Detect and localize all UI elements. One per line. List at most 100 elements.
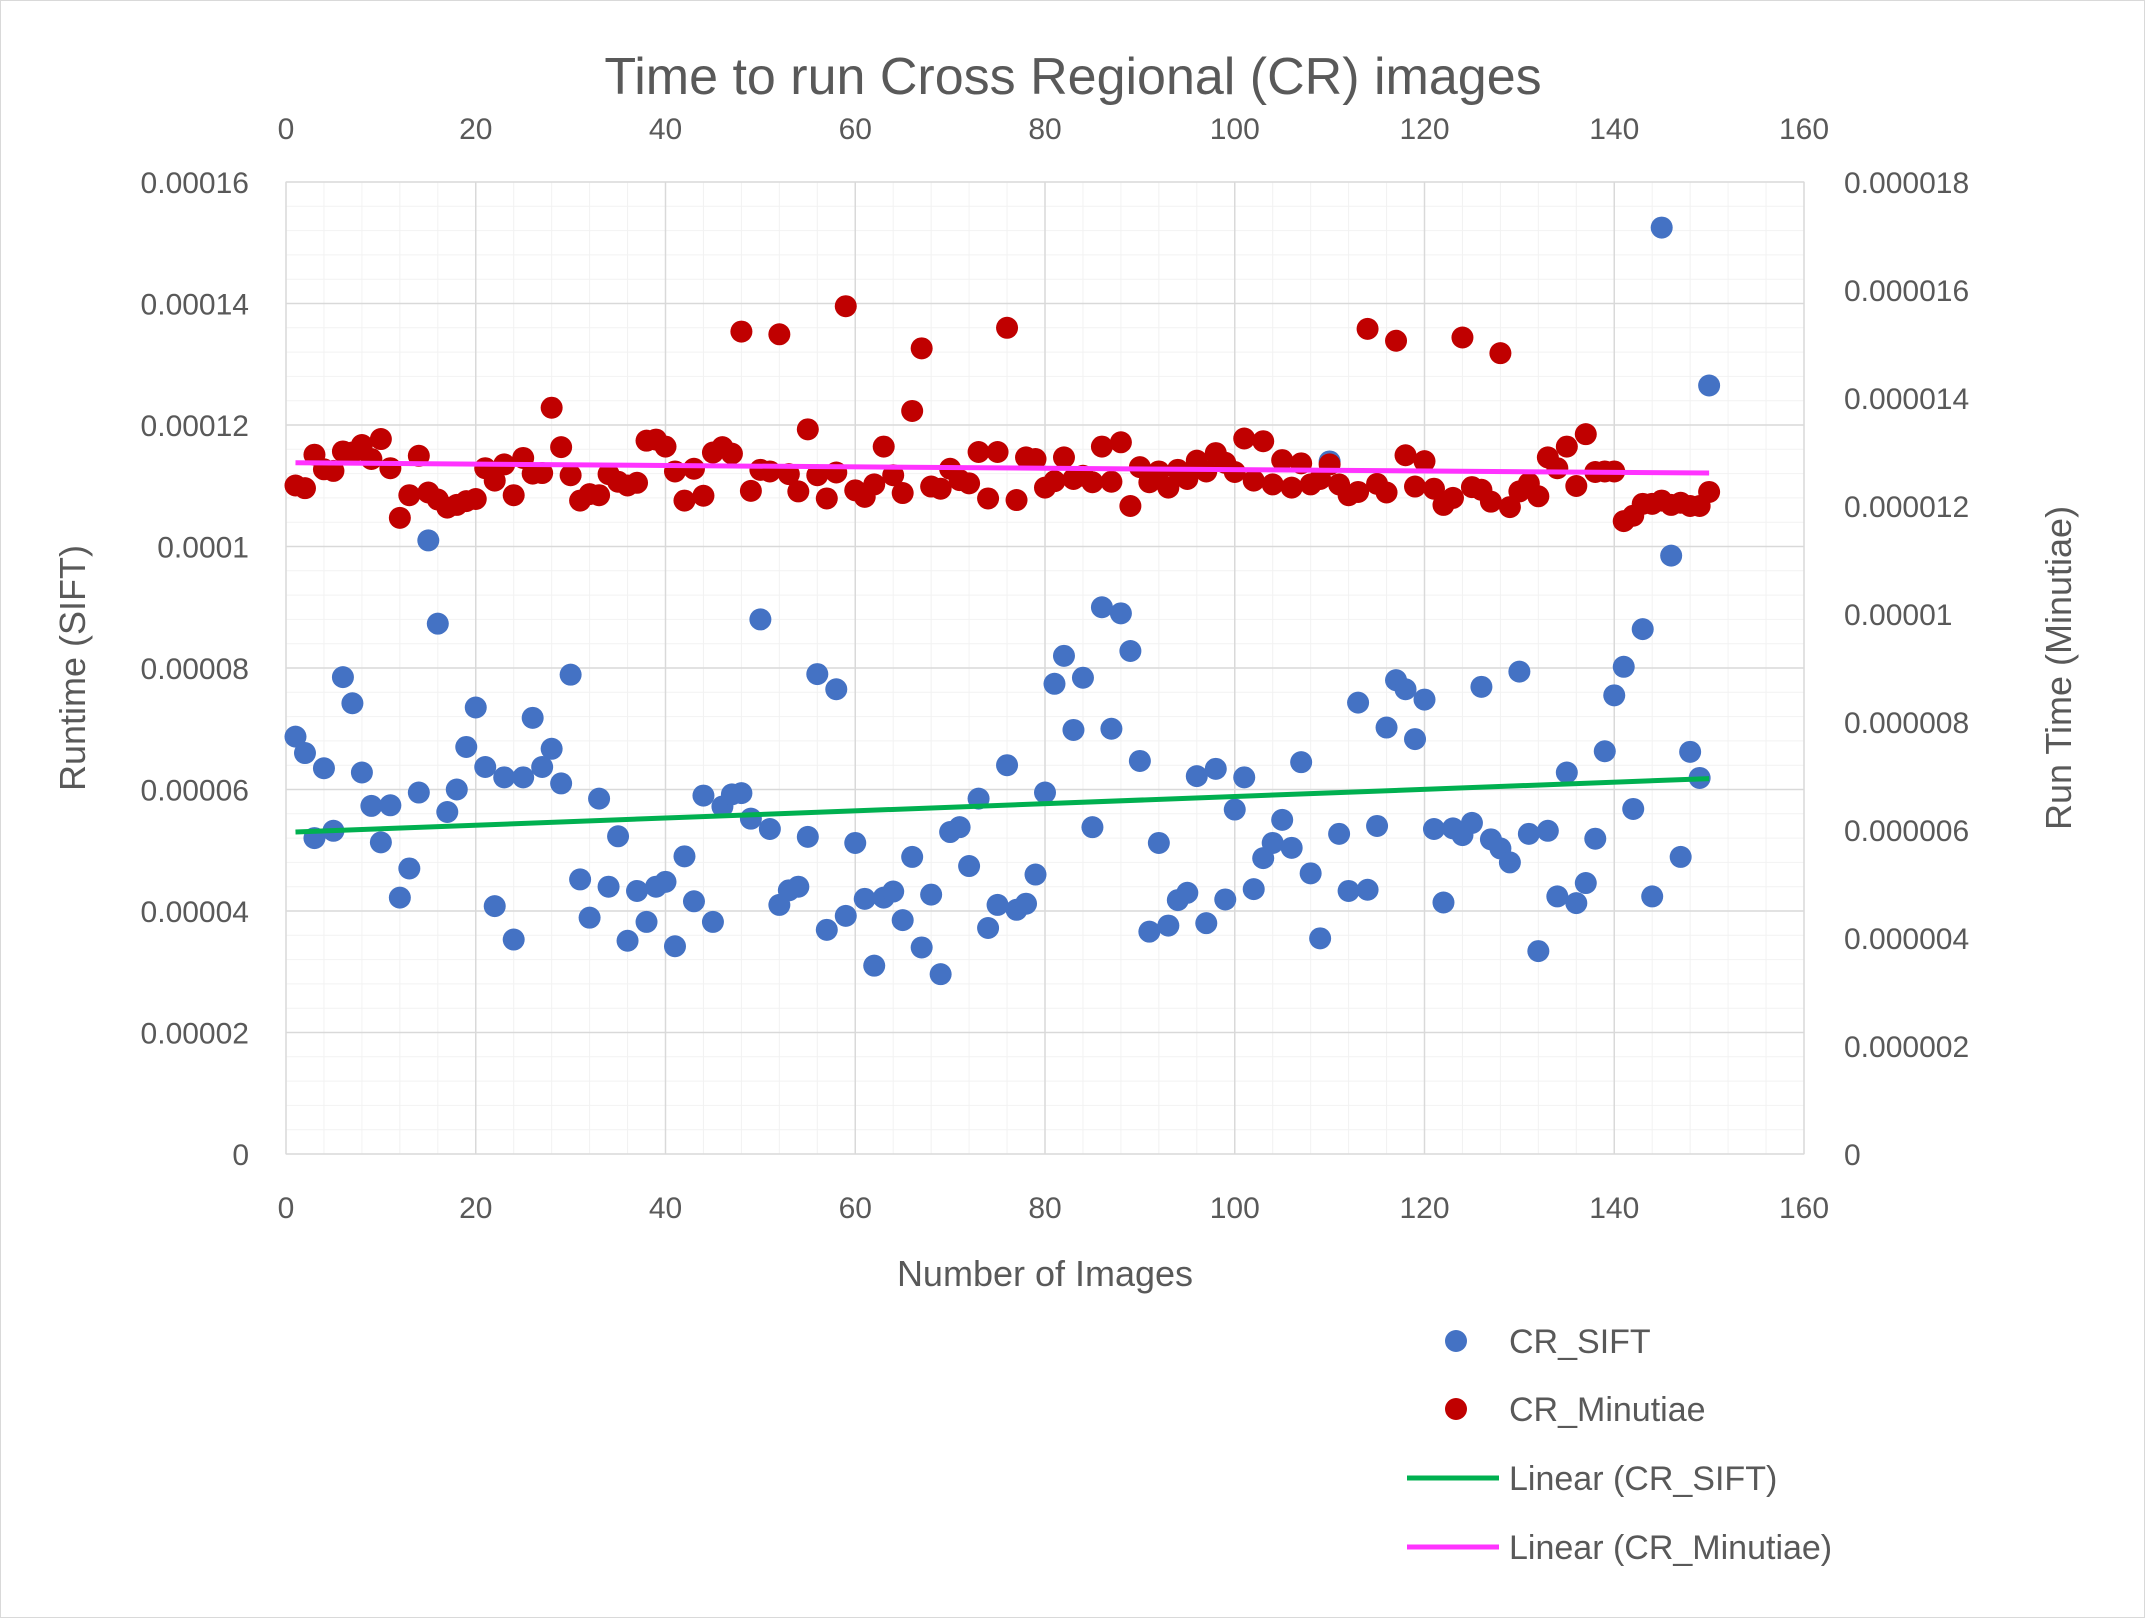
cr-sift-point [1536, 819, 1559, 842]
cr-sift-point [654, 870, 677, 893]
cr-minutiae-point [1489, 342, 1512, 365]
cr-sift-point [929, 963, 952, 986]
cr-minutiae-point [815, 487, 838, 510]
linear-cr-sift-trendline [295, 776, 1710, 835]
y-right-tick-label: 0 [1844, 1139, 1861, 1172]
cr-sift-point [1366, 814, 1389, 837]
cr-sift-point [1157, 914, 1180, 937]
cr-sift-point [1062, 718, 1085, 741]
cr-sift-point [1128, 749, 1151, 772]
cr-sift-point [331, 666, 354, 689]
cr-sift-point [1679, 740, 1702, 763]
cr-sift-point [379, 794, 402, 817]
x-bottom-tick-label: 40 [649, 1192, 682, 1225]
cr-sift-point [692, 784, 715, 807]
y-left-tick-label: 0 [232, 1139, 249, 1172]
x-bottom-tick-label: 120 [1399, 1192, 1449, 1225]
legend-label-linear-cr-sift: Linear (CR_SIFT) [1509, 1460, 1777, 1498]
cr-sift-point [901, 845, 924, 868]
cr-minutiae-point [1081, 471, 1104, 494]
cr-sift-point [284, 725, 307, 748]
y-left-tick-label: 0.00002 [141, 1018, 249, 1051]
cr-sift-point [1185, 765, 1208, 788]
cr-minutiae-point [1441, 486, 1464, 509]
cr-sift-point [1404, 728, 1427, 751]
cr-sift-point [1242, 878, 1265, 901]
cr-sift-point [1280, 836, 1303, 859]
legend-marker-cr-sift [1445, 1330, 1467, 1352]
cr-minutiae-point [682, 457, 705, 480]
cr-minutiae-point [1698, 480, 1721, 503]
cr-sift-point [1508, 660, 1531, 683]
cr-minutiae-point [483, 469, 506, 492]
y-left-tick-label: 0.00004 [141, 896, 249, 929]
cr-sift-point [1309, 927, 1332, 950]
cr-sift-point [502, 928, 525, 951]
cr-sift-point [1290, 751, 1313, 774]
cr-sift-point [1328, 822, 1351, 845]
cr-sift-point [426, 612, 449, 635]
cr-sift-point [635, 910, 658, 933]
cr-minutiae-point [626, 471, 649, 494]
y-axis-left-label: Runtime (SIFT) [52, 545, 93, 791]
cr-sift-point [787, 875, 810, 898]
cr-minutiae-point [502, 484, 525, 507]
x-top-tick-label: 160 [1779, 113, 1829, 146]
cr-sift-point [531, 756, 554, 779]
x-top-tick-label: 100 [1210, 113, 1260, 146]
x-top-tick-label: 60 [839, 113, 872, 146]
cr-sift-point [436, 800, 459, 823]
cr-minutiae-point [360, 448, 383, 471]
cr-sift-point [1337, 879, 1360, 902]
cr-minutiae-point [986, 441, 1009, 463]
cr-sift-point [682, 890, 705, 913]
cr-minutiae-point [1546, 457, 1569, 480]
cr-minutiae-point [929, 477, 952, 500]
x-axis-label: Number of Images [897, 1253, 1193, 1294]
cr-sift-point [739, 807, 762, 830]
cr-sift-point [1147, 831, 1170, 854]
cr-sift-point [369, 831, 392, 854]
cr-minutiae-point [1109, 431, 1132, 454]
cr-sift-point [1546, 885, 1569, 908]
chart-title: Time to run Cross Regional (CR) images [604, 48, 1541, 106]
cr-sift-point [996, 754, 1019, 777]
y-axis-right-label: Run Time (Minutiae) [2038, 506, 2079, 830]
y-right-tick-label: 0.000006 [1844, 815, 1969, 848]
cr-minutiae-point [1157, 476, 1180, 499]
cr-minutiae-point [996, 316, 1019, 339]
cr-sift-point [569, 868, 592, 891]
cr-sift-point [806, 663, 829, 686]
y-right-tick-label: 0.000002 [1844, 1031, 1969, 1064]
series-cr-sift-points [284, 216, 1721, 986]
cr-minutiae-point [588, 484, 611, 507]
y-right-tick-label: 0.000016 [1844, 275, 1969, 308]
cr-minutiae-point [1404, 475, 1427, 498]
cr-sift-point [834, 904, 857, 927]
cr-sift-point [948, 816, 971, 839]
cr-sift-point [863, 954, 886, 977]
cr-minutiae-point [1090, 435, 1113, 458]
cr-minutiae-point [1176, 468, 1199, 490]
cr-minutiae-point [293, 477, 316, 500]
legend: CR_SIFT CR_Minutiae Linear (CR_SIFT) Lin… [1407, 1323, 1832, 1567]
cr-sift-point [1090, 596, 1113, 619]
cr-sift-point [1299, 862, 1322, 885]
cr-sift-point [1347, 691, 1370, 714]
cr-sift-point [815, 918, 838, 941]
cr-minutiae-point [1024, 448, 1047, 471]
x-top-tick-label: 120 [1399, 113, 1449, 146]
cr-sift-point [1233, 766, 1256, 789]
y-left-tick-label: 0.00006 [141, 775, 249, 808]
cr-minutiae-point [398, 484, 421, 507]
cr-minutiae-point [977, 487, 1000, 510]
cr-sift-point [1565, 892, 1588, 915]
legend-marker-cr-minutiae [1445, 1398, 1467, 1420]
cr-minutiae-point [654, 435, 677, 458]
legend-label-cr-minutiae: CR_Minutiae [1509, 1391, 1706, 1429]
cr-sift-point [1375, 716, 1398, 739]
cr-sift-point [1498, 851, 1521, 874]
cr-minutiae-point [739, 479, 762, 502]
cr-sift-point [1223, 798, 1246, 821]
cr-sift-point [1422, 817, 1445, 840]
